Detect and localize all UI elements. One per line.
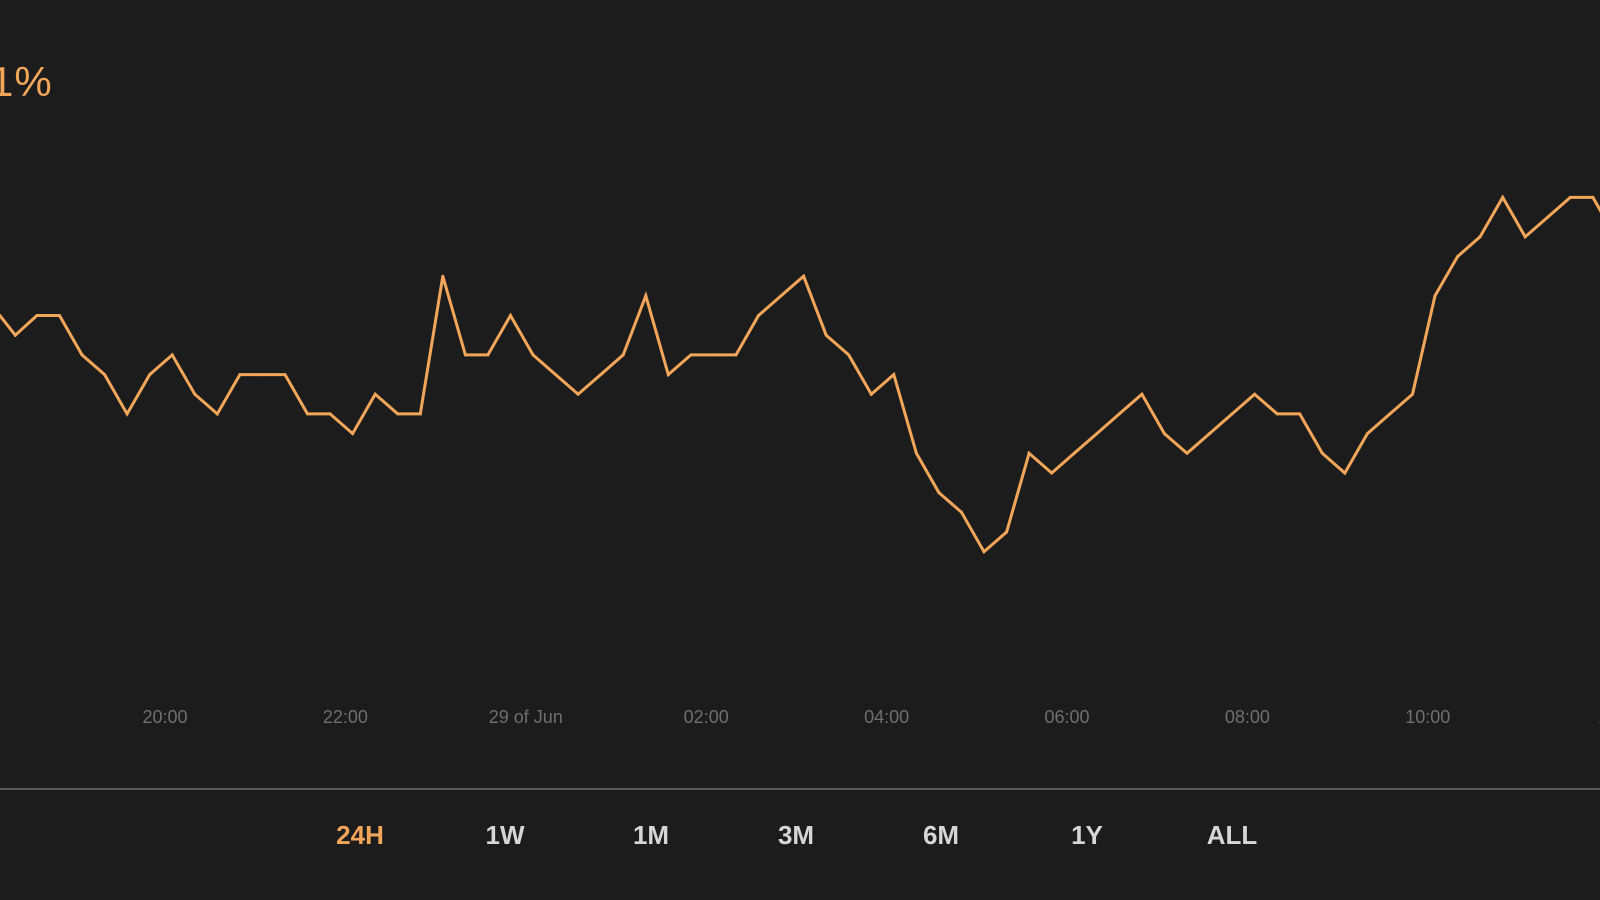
x-tick-label: 02:00 (684, 707, 729, 727)
data-point (960, 510, 963, 514)
data-point (193, 392, 197, 396)
series-line-0 (0, 194, 1600, 555)
data-point (1456, 255, 1460, 258)
data-point (260, 373, 264, 377)
data-point (328, 412, 332, 416)
x-tick-label: 08:00 (1225, 707, 1270, 727)
data-point (734, 353, 738, 357)
data-point (35, 314, 39, 317)
data-point (937, 491, 941, 495)
x-tick-label: 20:00 (142, 707, 187, 727)
data-point (869, 392, 873, 396)
data-point (576, 392, 580, 396)
data-point (418, 412, 422, 416)
range-3m-button[interactable]: 3M (777, 820, 815, 850)
x-tick-label: 22:00 (323, 707, 368, 727)
data-point (1523, 235, 1527, 239)
data-point (621, 353, 625, 357)
data-point (1027, 451, 1031, 455)
data-point (1072, 451, 1076, 455)
data-point (1546, 215, 1550, 219)
x-tick-label: 06:00 (1044, 707, 1089, 727)
data-point (103, 373, 107, 377)
data-point (1411, 392, 1414, 396)
data-point (1162, 432, 1166, 436)
data-point (463, 353, 467, 357)
data-point (1478, 235, 1482, 239)
price-change-percent: 1% (0, 58, 53, 105)
x-tick-label: 04:00 (864, 707, 909, 727)
data-point (824, 333, 828, 337)
data-point (666, 373, 670, 377)
data-point (711, 353, 715, 357)
data-point (689, 353, 693, 357)
data-point (13, 333, 17, 337)
data-point (1117, 412, 1121, 416)
range-selector: 24H 1W 1M 3M 6M 1Y ALL (0, 820, 1600, 870)
range-24h-button[interactable]: 24H (336, 820, 384, 850)
data-point (351, 432, 355, 436)
data-point (306, 412, 309, 416)
data-point (215, 412, 219, 416)
x-tick-label: 29 of Jun (489, 707, 563, 727)
data-point (0, 314, 2, 317)
data-point (644, 294, 648, 298)
range-1m-button[interactable]: 1M (632, 820, 670, 850)
data-point (148, 373, 152, 377)
data-point (509, 314, 512, 317)
data-point (779, 294, 783, 298)
data-point (1275, 412, 1279, 416)
x-tick-label: 12 (1598, 707, 1600, 727)
range-1w-button[interactable]: 1W (485, 820, 525, 850)
data-point (486, 353, 490, 357)
data-point (1501, 195, 1505, 199)
data-point (1365, 432, 1369, 436)
data-point (1320, 451, 1324, 455)
data-point (599, 373, 603, 377)
data-point (802, 274, 806, 278)
data-point (982, 550, 986, 554)
data-point (1388, 412, 1392, 416)
data-point (1253, 392, 1257, 396)
series-layer (0, 194, 1600, 555)
data-point (892, 373, 896, 377)
data-point (847, 353, 851, 357)
data-point (757, 314, 760, 317)
data-point (1095, 432, 1099, 436)
data-point (1298, 412, 1302, 416)
data-point (1185, 451, 1189, 455)
data-point (1005, 530, 1009, 534)
data-point (1343, 471, 1347, 475)
data-point (170, 353, 174, 357)
x-tick-label: 10:00 (1405, 707, 1450, 727)
data-point (914, 451, 918, 455)
data-point (1568, 195, 1572, 199)
chart-divider (0, 788, 1600, 790)
data-point (283, 373, 287, 377)
data-point (554, 373, 558, 377)
data-point (125, 412, 129, 416)
data-point (1050, 471, 1054, 475)
data-point (531, 353, 535, 357)
data-point (1433, 294, 1437, 298)
range-all-button[interactable]: ALL (1206, 820, 1258, 850)
data-point (441, 274, 445, 278)
data-point (396, 412, 400, 416)
data-point (238, 373, 242, 377)
range-1y-button[interactable]: 1Y (1071, 820, 1103, 850)
data-point (1208, 432, 1211, 436)
data-point (1140, 392, 1144, 396)
data-point (373, 392, 377, 396)
data-point (80, 353, 84, 357)
data-point (1591, 195, 1595, 199)
range-6m-button[interactable]: 6M (922, 820, 960, 850)
data-point (58, 314, 61, 317)
data-point (1230, 412, 1234, 416)
